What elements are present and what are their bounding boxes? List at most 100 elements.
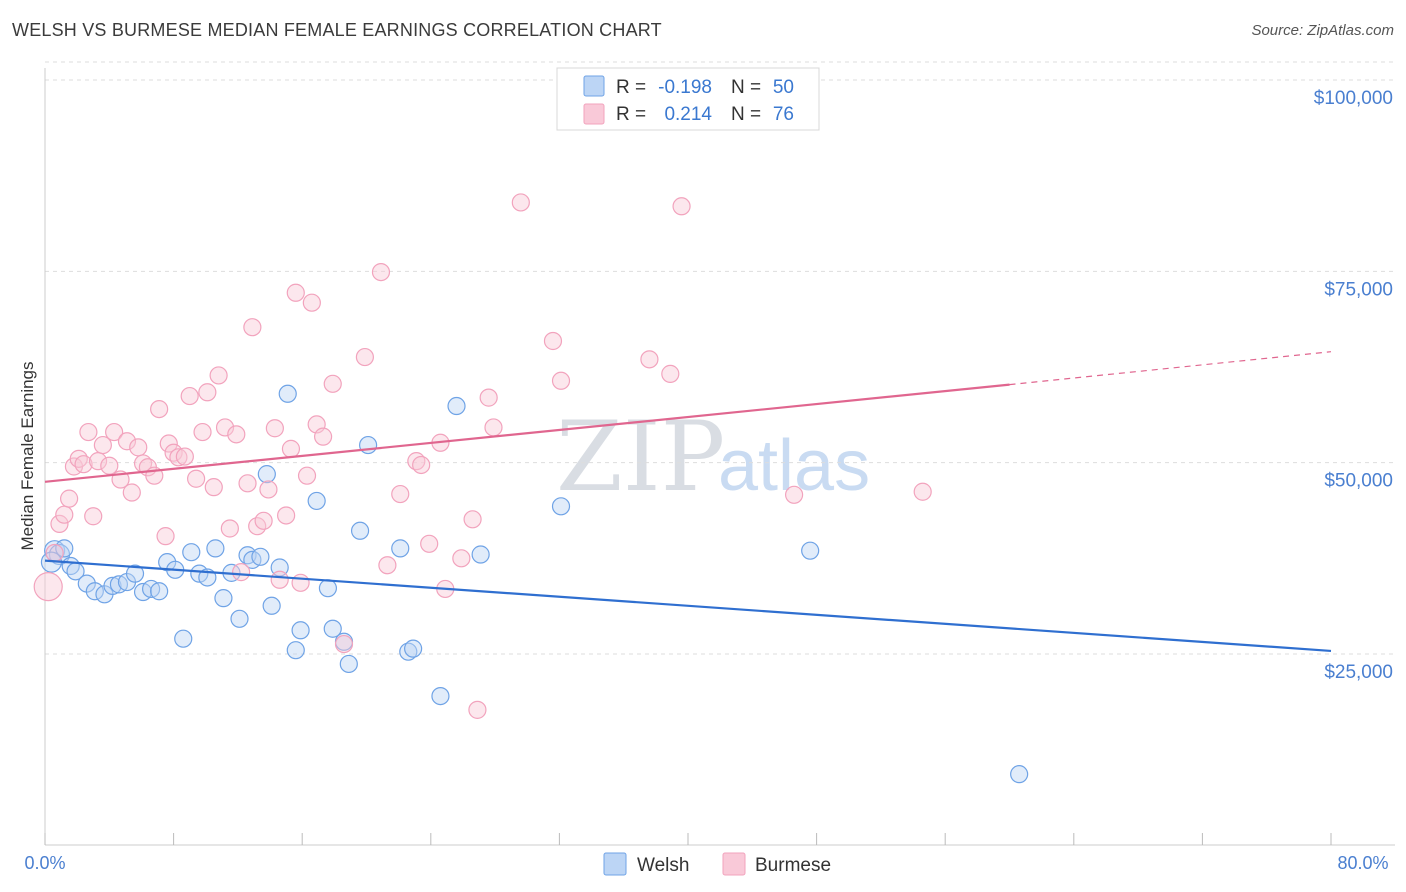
burmese-point [355, 347, 374, 367]
y-tick-label: $100,000 [1314, 88, 1393, 109]
welsh-point [339, 654, 358, 674]
burmese-points [33, 193, 932, 719]
y-tick-label: $25,000 [1324, 662, 1393, 683]
burmese-point [640, 350, 659, 369]
burmese-point [463, 510, 482, 529]
y-tick-labels: $25,000 $50,000 $75,000 $100,000 [1314, 88, 1393, 683]
y-axis-label: Median Female Earnings [18, 362, 37, 551]
legend: R = -0.198 N = 50 R = 0.214 N = 76 [556, 67, 820, 131]
burmese-point [543, 331, 563, 351]
burmese-point [156, 527, 175, 546]
y-tick-label: $75,000 [1324, 279, 1393, 300]
welsh-point [447, 396, 466, 416]
welsh-point [230, 609, 249, 628]
burmese-point [412, 455, 431, 475]
x-tick-marks [44, 833, 1332, 845]
burmese-point [391, 484, 410, 504]
burmese-point [452, 549, 471, 568]
burmese-point [198, 383, 217, 402]
welsh-point [214, 589, 233, 608]
legend-welsh-n-label: N = [731, 77, 761, 98]
burmese-point [69, 449, 88, 468]
legend-welsh-r-label: R = [616, 77, 646, 98]
burmese-point [45, 543, 64, 563]
welsh-point [391, 539, 410, 558]
legend-welsh-r-value: -0.198 [658, 77, 712, 98]
welsh-point [318, 579, 338, 598]
welsh-point [1010, 765, 1029, 784]
burmese-point [672, 197, 691, 216]
welsh-point [404, 639, 423, 658]
welsh-point [150, 582, 169, 601]
burmese-point [661, 364, 680, 383]
chart-title: WELSH VS BURMESE MEDIAN FEMALE EARNINGS … [12, 20, 662, 40]
burmese-point [33, 572, 63, 602]
bottom-legend-burmese-swatch [722, 852, 746, 876]
burmese-point [50, 514, 69, 533]
legend-burmese-swatch [583, 103, 605, 125]
burmese-point [334, 634, 354, 654]
welsh-point [278, 384, 297, 403]
burmese-point [175, 447, 194, 466]
welsh-point [182, 543, 201, 562]
burmese-point [84, 507, 103, 526]
bottom-legend-welsh-label: Welsh [637, 855, 689, 876]
burmese-trend-line [44, 383, 1010, 483]
burmese-point [468, 700, 487, 719]
burmese-point [122, 483, 141, 502]
bottom-legend: Welsh Burmese [603, 852, 831, 876]
welsh-point [399, 642, 418, 661]
burmese-point [193, 422, 212, 442]
welsh-point [551, 497, 571, 516]
welsh-point [257, 465, 276, 484]
burmese-point [180, 386, 199, 406]
burmese-point [238, 474, 257, 493]
welsh-point [431, 686, 450, 706]
welsh-point [286, 641, 305, 660]
burmese-point [420, 534, 439, 553]
burmese-point [79, 422, 98, 442]
burmese-point [286, 283, 305, 302]
burmese-point [117, 432, 137, 451]
burmese-point [243, 318, 262, 337]
burmese-point [484, 418, 503, 437]
burmese-point [270, 570, 289, 589]
burmese-point [220, 519, 239, 538]
legend-burmese-r-label: R = [616, 104, 646, 125]
welsh-point [174, 629, 193, 648]
legend-burmese-n-value: 76 [773, 104, 794, 125]
burmese-point [55, 505, 74, 524]
legend-burmese-r-value: 0.214 [664, 104, 712, 125]
burmese-point [204, 478, 223, 497]
watermark-zip: ZIP [556, 401, 725, 513]
burmese-point [277, 506, 296, 525]
burmese-point [209, 366, 228, 385]
welsh-points [40, 384, 1029, 784]
bottom-legend-burmese-label: Burmese [755, 855, 831, 876]
welsh-point [359, 435, 378, 455]
burmese-point [60, 489, 79, 508]
welsh-point [103, 576, 122, 595]
burmese-point [297, 466, 317, 485]
y-tick-label: $50,000 [1324, 471, 1393, 492]
burmese-point [187, 469, 206, 488]
burmese-point [227, 425, 246, 444]
burmese-point [254, 511, 273, 530]
legend-welsh-swatch [583, 75, 605, 97]
burmese-point [479, 388, 498, 407]
burmese-point [74, 455, 93, 474]
x-tick-label-max: 80.0% [1337, 853, 1388, 873]
burmese-point [378, 556, 397, 575]
bottom-legend-welsh-swatch [603, 852, 627, 876]
watermark-atlas: atlas [718, 426, 870, 506]
x-tick-label-min: 0.0% [24, 853, 65, 873]
burmese-point [313, 427, 333, 446]
burmese-point [551, 371, 571, 390]
burmese-point [215, 418, 235, 437]
welsh-point [350, 521, 370, 540]
legend-burmese-n-label: N = [731, 104, 761, 125]
burmese-point [129, 438, 148, 457]
burmese-point [913, 482, 932, 501]
burmese-point [159, 434, 178, 453]
burmese-point [265, 419, 284, 438]
